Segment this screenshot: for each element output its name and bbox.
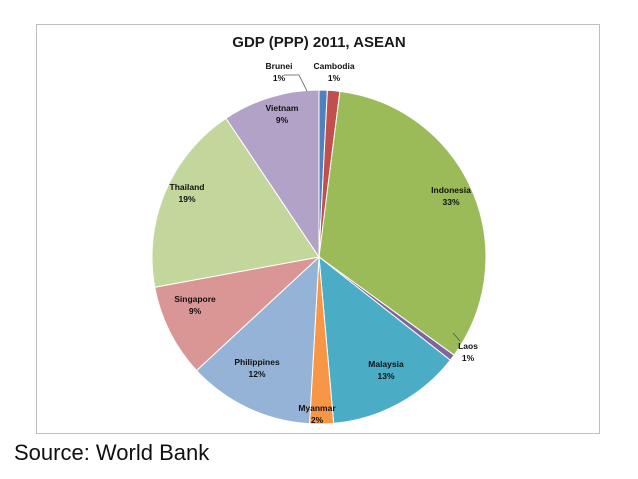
slice-name-cambodia: Cambodia [313,61,354,71]
source-caption: Source: World Bank [14,440,210,465]
slice-label-laos: Laos 1% [458,341,478,363]
pie-slice-singapore [154,256,321,372]
slice-name-philippines: Philippines [234,357,280,367]
pie-slice-indonesia [318,90,487,356]
chart-frame: GDP (PPP) 2011, ASEAN Brunei 1% Cambodia 1%… [36,24,600,434]
slice-percent-malaysia: 13% [377,371,394,381]
slice-label-vietnam: Vietnam 9% [266,103,299,125]
slice-name-brunei: Brunei [266,61,293,71]
pie-chart: GDP (PPP) 2011, ASEAN Brunei 1% Cambodia 1%… [151,34,487,425]
slice-label-singapore: Singapore 9% [174,294,216,316]
pie-slice-thailand [151,117,320,288]
slice-percent-thailand: 19% [178,194,195,204]
slice-percent-vietnam: 9% [276,115,289,125]
leader-line-brunei [284,74,308,92]
slice-name-thailand: Thailand [170,182,205,192]
slice-label-thailand: Thailand 19% [170,182,205,204]
slice-label-philippines: Philippines 12% [234,357,280,379]
slice-percent-myanmar: 2% [311,415,324,425]
slice-labels: Brunei 1% Cambodia 1% Indonesia 33% Laos 1% Mala… [170,61,479,425]
slice-name-myanmar: Myanmar [298,403,336,413]
slice-percent-cambodia: 1% [328,73,341,83]
slice-name-laos: Laos [458,341,478,351]
slice-name-malaysia: Malaysia [368,359,404,369]
slice-name-vietnam: Vietnam [266,103,299,113]
slice-percent-singapore: 9% [189,306,202,316]
slice-label-brunei: Brunei 1% [266,61,293,83]
slice-percent-philippines: 12% [248,369,265,379]
leader-lines [284,74,461,342]
pie-slice-malaysia [318,255,452,424]
slice-name-indonesia: Indonesia [431,185,471,195]
slice-label-cambodia: Cambodia 1% [313,61,354,83]
slice-name-singapore: Singapore [174,294,216,304]
pie-slices [151,89,487,425]
slice-label-malaysia: Malaysia 13% [368,359,404,381]
slice-percent-brunei: 1% [273,73,286,83]
leader-line-laos [452,332,461,342]
slice-percent-laos: 1% [462,353,475,363]
chart-title: GDP (PPP) 2011, ASEAN [232,34,405,51]
slice-label-myanmar: Myanmar 2% [298,403,336,425]
slice-label-indonesia: Indonesia 33% [431,185,471,207]
pie-slice-philippines [195,255,320,425]
slice-percent-indonesia: 33% [442,197,459,207]
pie-slice-vietnam [225,89,320,259]
